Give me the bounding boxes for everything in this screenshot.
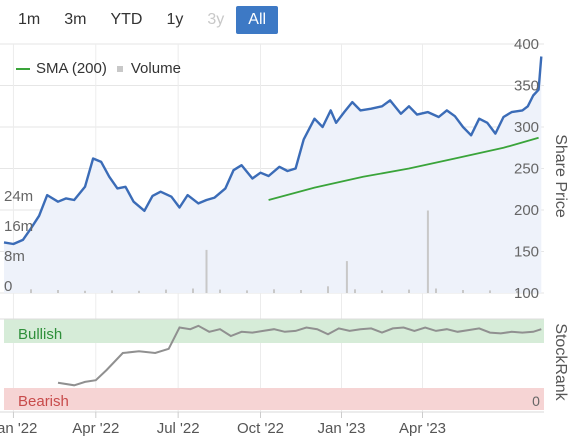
x-tick-label: Apr '23 <box>399 420 446 437</box>
legend-item-volume[interactable]: Volume <box>116 60 181 77</box>
volume-bar <box>192 288 194 293</box>
volume-bar <box>435 288 437 293</box>
chart-legend: SMA (200) Volume <box>16 60 181 77</box>
x-tick-label: Oct '22 <box>237 420 284 437</box>
legend-item-sma[interactable]: SMA (200) <box>16 60 107 77</box>
bearish-label: Bearish <box>18 393 69 410</box>
sma-legend-swatch <box>16 68 30 71</box>
range-1m-button[interactable]: 1m <box>18 11 41 28</box>
volume-bar <box>30 289 32 294</box>
bullish-label: Bullish <box>18 326 62 343</box>
price-tick-label: 150 <box>514 244 539 261</box>
price-line <box>3 56 543 246</box>
x-tick-label: Apr '22 <box>72 420 119 437</box>
volume-bar <box>426 210 429 293</box>
legend-volume-label: Volume <box>130 60 181 77</box>
volume-legend-swatch <box>116 66 123 73</box>
bearish-band <box>4 388 544 410</box>
volume-bar <box>165 289 167 293</box>
volume-bar <box>138 290 140 294</box>
price-tick-label: 100 <box>514 285 539 302</box>
volume-bar <box>327 286 329 294</box>
stockrank-zero-label: 0 <box>532 393 540 409</box>
volume-bar <box>111 290 113 293</box>
price-axis-label: Share Price <box>552 134 569 218</box>
range-selector: 1m 3m YTD 1y 3y All <box>6 6 279 36</box>
x-tick-label: Jul '22 <box>157 420 200 437</box>
price-tick-label: 400 <box>514 36 539 53</box>
volume-bar <box>300 290 302 293</box>
sma-line <box>268 136 539 201</box>
volume-tick-label: 24m <box>4 188 33 205</box>
range-ytd-button[interactable]: YTD <box>110 11 143 28</box>
volume-bar <box>246 290 248 293</box>
range-all-button[interactable]: All <box>236 6 279 34</box>
volume-bar <box>57 290 59 293</box>
volume-bar <box>84 290 86 294</box>
stockrank-line <box>57 324 542 387</box>
volume-tick-label: 8m <box>4 248 25 265</box>
volume-tick-label: 16m <box>4 218 33 235</box>
volume-bar <box>354 289 356 294</box>
x-tick-label: Jan '23 <box>318 420 366 437</box>
price-tick-label: 200 <box>514 202 539 219</box>
range-3y-button: 3y <box>207 11 225 28</box>
volume-bar <box>462 290 464 293</box>
volume-bar <box>381 290 383 293</box>
price-area-fill <box>4 56 542 293</box>
volume-bar <box>516 290 518 294</box>
volume-bar <box>219 289 221 293</box>
volume-tick-label: 0 <box>4 278 12 295</box>
volume-bar <box>408 289 410 293</box>
volume-bar <box>273 289 275 294</box>
stockrank-axis-label: StockRank <box>552 323 569 401</box>
legend-sma-label: SMA (200) <box>36 60 107 77</box>
volume-bar <box>489 290 491 293</box>
volume-bar <box>345 261 348 293</box>
price-tick-label: 350 <box>514 78 539 95</box>
price-tick-label: 250 <box>514 161 539 178</box>
x-tick-label: Jan '22 <box>0 420 37 437</box>
volume-bar <box>205 249 208 293</box>
range-3m-button[interactable]: 3m <box>64 11 87 28</box>
range-1y-button[interactable]: 1y <box>166 11 184 28</box>
price-tick-label: 300 <box>514 119 539 136</box>
